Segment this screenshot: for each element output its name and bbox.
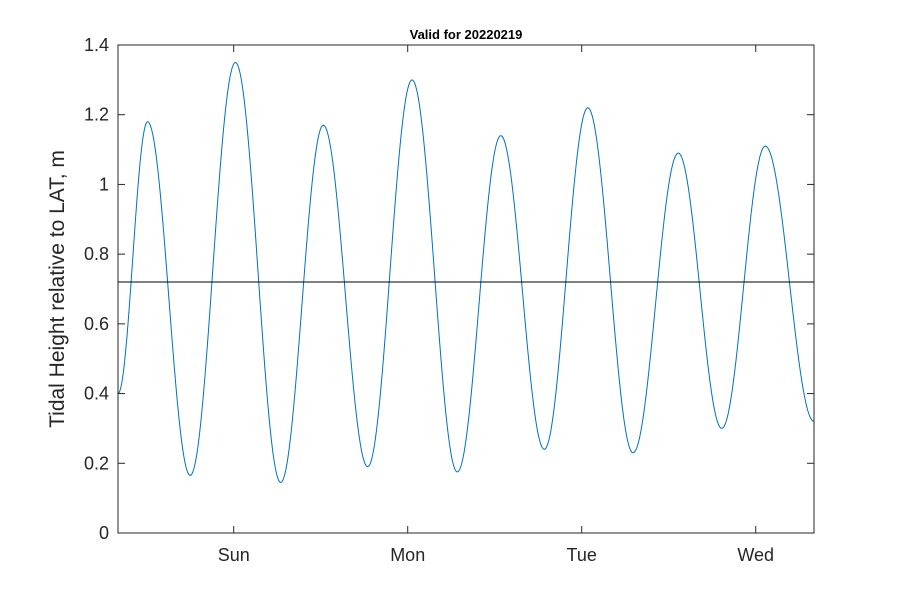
x-tick-label: Wed <box>737 545 774 565</box>
y-tick-label: 1.4 <box>84 35 109 55</box>
series-layer <box>117 61 815 484</box>
plot-frame <box>117 44 815 534</box>
y-tick-label: 0.6 <box>84 314 109 334</box>
x-tick-label: Mon <box>390 545 425 565</box>
y-axis-label: Tidal Height relative to LAT, m <box>46 150 69 428</box>
plot-background <box>118 45 814 533</box>
y-tick-label: 1 <box>99 174 109 194</box>
y-tick-label: 0.8 <box>84 244 109 264</box>
y-tick-label: 0 <box>99 523 109 543</box>
y-tick-label: 0.4 <box>84 384 109 404</box>
x-axis-ticks: Sun Mon Tue Wed <box>218 45 774 565</box>
y-tick-label: 1.2 <box>84 105 109 125</box>
x-tick-label: Tue <box>567 545 597 565</box>
chart-title: Valid for 20220219 <box>410 27 523 42</box>
tidal-height-series-line <box>117 61 815 484</box>
y-axis-ticks: 0 0.2 0.4 0.6 0.8 1 1.2 1.4 <box>84 35 814 543</box>
x-tick-label: Sun <box>218 545 250 565</box>
y-tick-label: 0.2 <box>84 453 109 473</box>
